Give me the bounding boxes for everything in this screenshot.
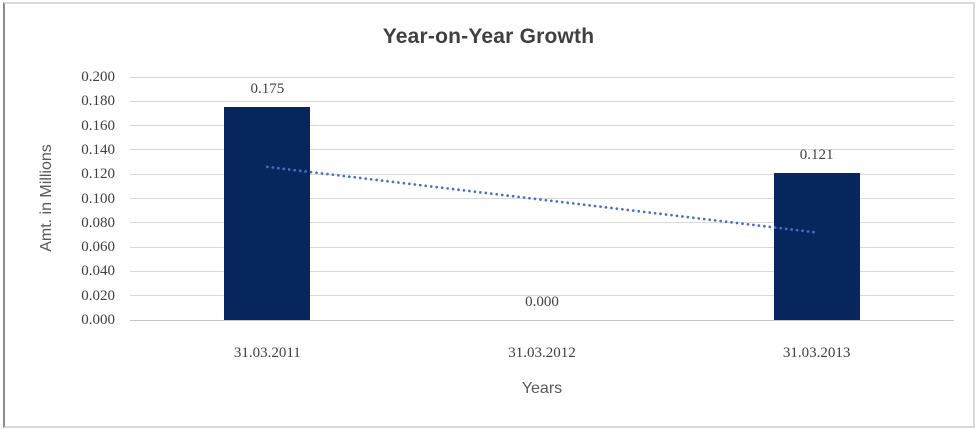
bar-data-label: 0.175 [250, 81, 285, 98]
bar-data-label: 0.000 [525, 294, 559, 310]
y-tick-label: 0.060 [81, 239, 115, 256]
bar [224, 107, 311, 320]
gridline [130, 100, 954, 102]
gridline [130, 76, 954, 78]
bar [773, 172, 860, 320]
y-tick-label: 0.140 [81, 141, 115, 158]
x-axis-title: Years [521, 380, 563, 397]
chart-title: Year-on-Year Growth [382, 25, 595, 48]
x-axis-line [130, 319, 954, 321]
y-tick-label: 0.000 [81, 312, 115, 328]
y-tick-label: 0.120 [81, 166, 115, 183]
y-tick-label: 0.200 [81, 69, 115, 85]
x-tick-label: 31.03.2012 [508, 345, 576, 361]
gridline [130, 246, 954, 248]
y-tick-label: 0.160 [81, 117, 115, 134]
gridline [130, 270, 954, 272]
y-tick-label: 0.080 [81, 214, 115, 231]
y-tick-label: 0.020 [81, 287, 115, 304]
gridline [130, 149, 954, 151]
x-tick-label: 31.03.2011 [233, 345, 301, 361]
bar-data-label: 0.121 [799, 146, 834, 163]
gridline [130, 295, 954, 297]
y-tick-label: 0.180 [81, 93, 115, 110]
y-tick-label: 0.100 [81, 190, 115, 207]
x-tick-label: 31.03.2013 [782, 345, 851, 361]
gridline [130, 125, 954, 127]
y-tick-label: 0.040 [81, 263, 115, 280]
